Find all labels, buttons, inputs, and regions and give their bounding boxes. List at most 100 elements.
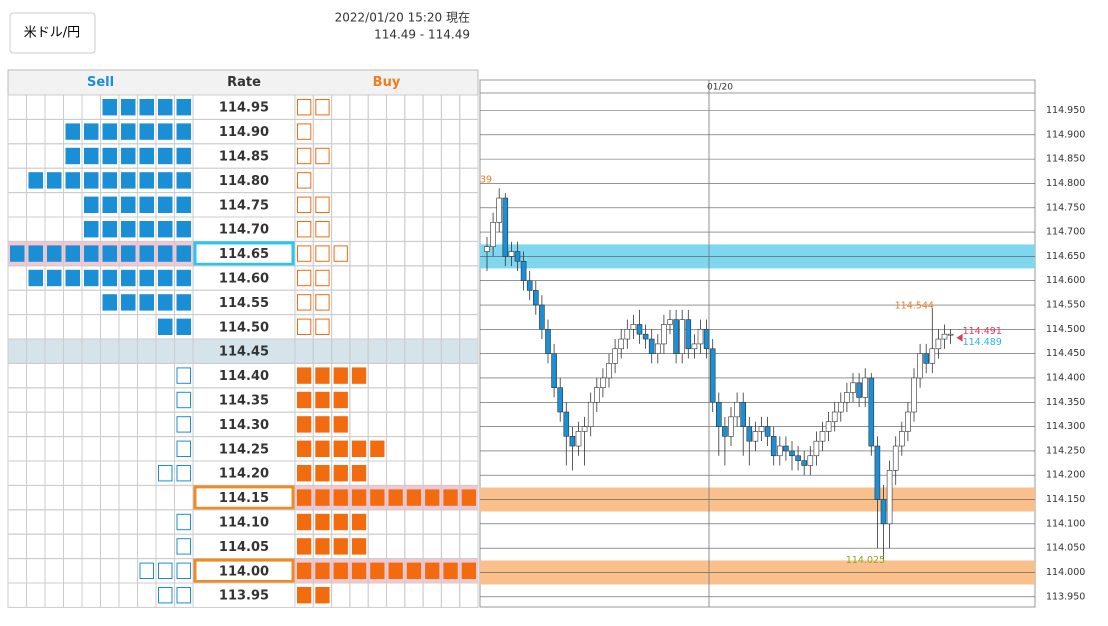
buy-square (315, 196, 330, 214)
cell (44, 216, 64, 242)
cell (100, 558, 120, 584)
cell (26, 582, 46, 608)
cell (44, 314, 64, 340)
cell (44, 533, 64, 560)
cell (118, 558, 138, 584)
cell (7, 582, 27, 608)
candle-body (581, 426, 588, 432)
cell (312, 118, 333, 145)
cell (422, 240, 442, 267)
cell (367, 143, 388, 169)
buy-square (297, 99, 312, 116)
cell (459, 192, 479, 218)
cell (459, 411, 479, 438)
cell (422, 460, 442, 486)
cell (349, 143, 369, 169)
cell (386, 314, 406, 340)
cell (118, 484, 138, 511)
candle-body (715, 401, 722, 427)
cell (7, 118, 27, 145)
cell (331, 118, 351, 145)
rate-box (193, 558, 295, 583)
candle-body (892, 445, 899, 471)
cell (459, 167, 479, 194)
cell (386, 387, 406, 413)
cell (81, 582, 101, 608)
sell-square (176, 538, 191, 555)
cell (155, 484, 175, 511)
sell-square (121, 245, 136, 262)
cell (349, 216, 369, 242)
cell (7, 484, 27, 511)
cell (100, 411, 120, 438)
candle-body (520, 260, 527, 282)
cell (118, 314, 138, 340)
candle-body (825, 421, 832, 432)
cell (331, 143, 351, 169)
buy-square (351, 562, 367, 579)
rate: 114.80 (219, 174, 269, 189)
cell (349, 314, 369, 340)
cell (63, 314, 83, 340)
buy-square (315, 416, 330, 433)
cell (459, 289, 479, 316)
candle-body (807, 455, 814, 466)
rate: 114.30 (219, 418, 269, 433)
cell (44, 94, 64, 120)
cell (459, 265, 479, 291)
sell-square (121, 196, 136, 214)
rate-cell (192, 582, 296, 608)
candle-body (734, 401, 740, 418)
cell (7, 94, 27, 120)
sell-square (102, 196, 117, 214)
cell (349, 240, 369, 267)
clipped-label: 39 (480, 175, 492, 186)
buy-square (443, 489, 458, 506)
annotation: 114.491 (963, 326, 1002, 337)
cell (26, 558, 46, 584)
buy-square (370, 489, 385, 506)
rate: 114.20 (219, 467, 269, 482)
sell-square (139, 99, 154, 116)
y-tick-label: 114.650 (1046, 251, 1085, 262)
cell (63, 289, 83, 316)
cell (386, 509, 406, 535)
rate: 114.85 (219, 150, 269, 165)
sell-square (158, 465, 173, 482)
cell (349, 94, 369, 120)
cell (331, 167, 351, 194)
buy-square (333, 367, 348, 384)
rate: 113.95 (219, 589, 269, 604)
sell-square (102, 172, 117, 189)
buy-square (425, 562, 440, 579)
cell (331, 265, 351, 291)
candle-body (532, 290, 539, 306)
rate: 114.40 (219, 369, 269, 384)
sell-square (102, 294, 117, 311)
sell-square (65, 123, 80, 140)
cell (7, 558, 27, 584)
candle-body (563, 411, 570, 437)
pair-label[interactable]: 米ドル/円 (24, 26, 80, 41)
cell (404, 362, 424, 389)
sell-square (139, 245, 154, 262)
buy-square (297, 147, 312, 165)
cell (137, 582, 157, 608)
cell (459, 387, 479, 413)
sell-square (65, 147, 80, 165)
column-header: Buy (373, 75, 401, 90)
cell (7, 533, 27, 560)
buy-square (351, 489, 367, 506)
y-tick-label: 114.900 (1046, 129, 1085, 140)
sell-square (139, 172, 154, 189)
cell (367, 289, 388, 316)
y-tick-label: 114.800 (1046, 178, 1085, 189)
cell (331, 216, 351, 242)
sell-square (121, 294, 136, 311)
candle-body (709, 348, 716, 403)
cell (440, 216, 461, 242)
candle-body (862, 377, 869, 398)
pair-button[interactable] (9, 12, 96, 54)
sell-square (65, 269, 80, 287)
candle-body (587, 401, 594, 427)
